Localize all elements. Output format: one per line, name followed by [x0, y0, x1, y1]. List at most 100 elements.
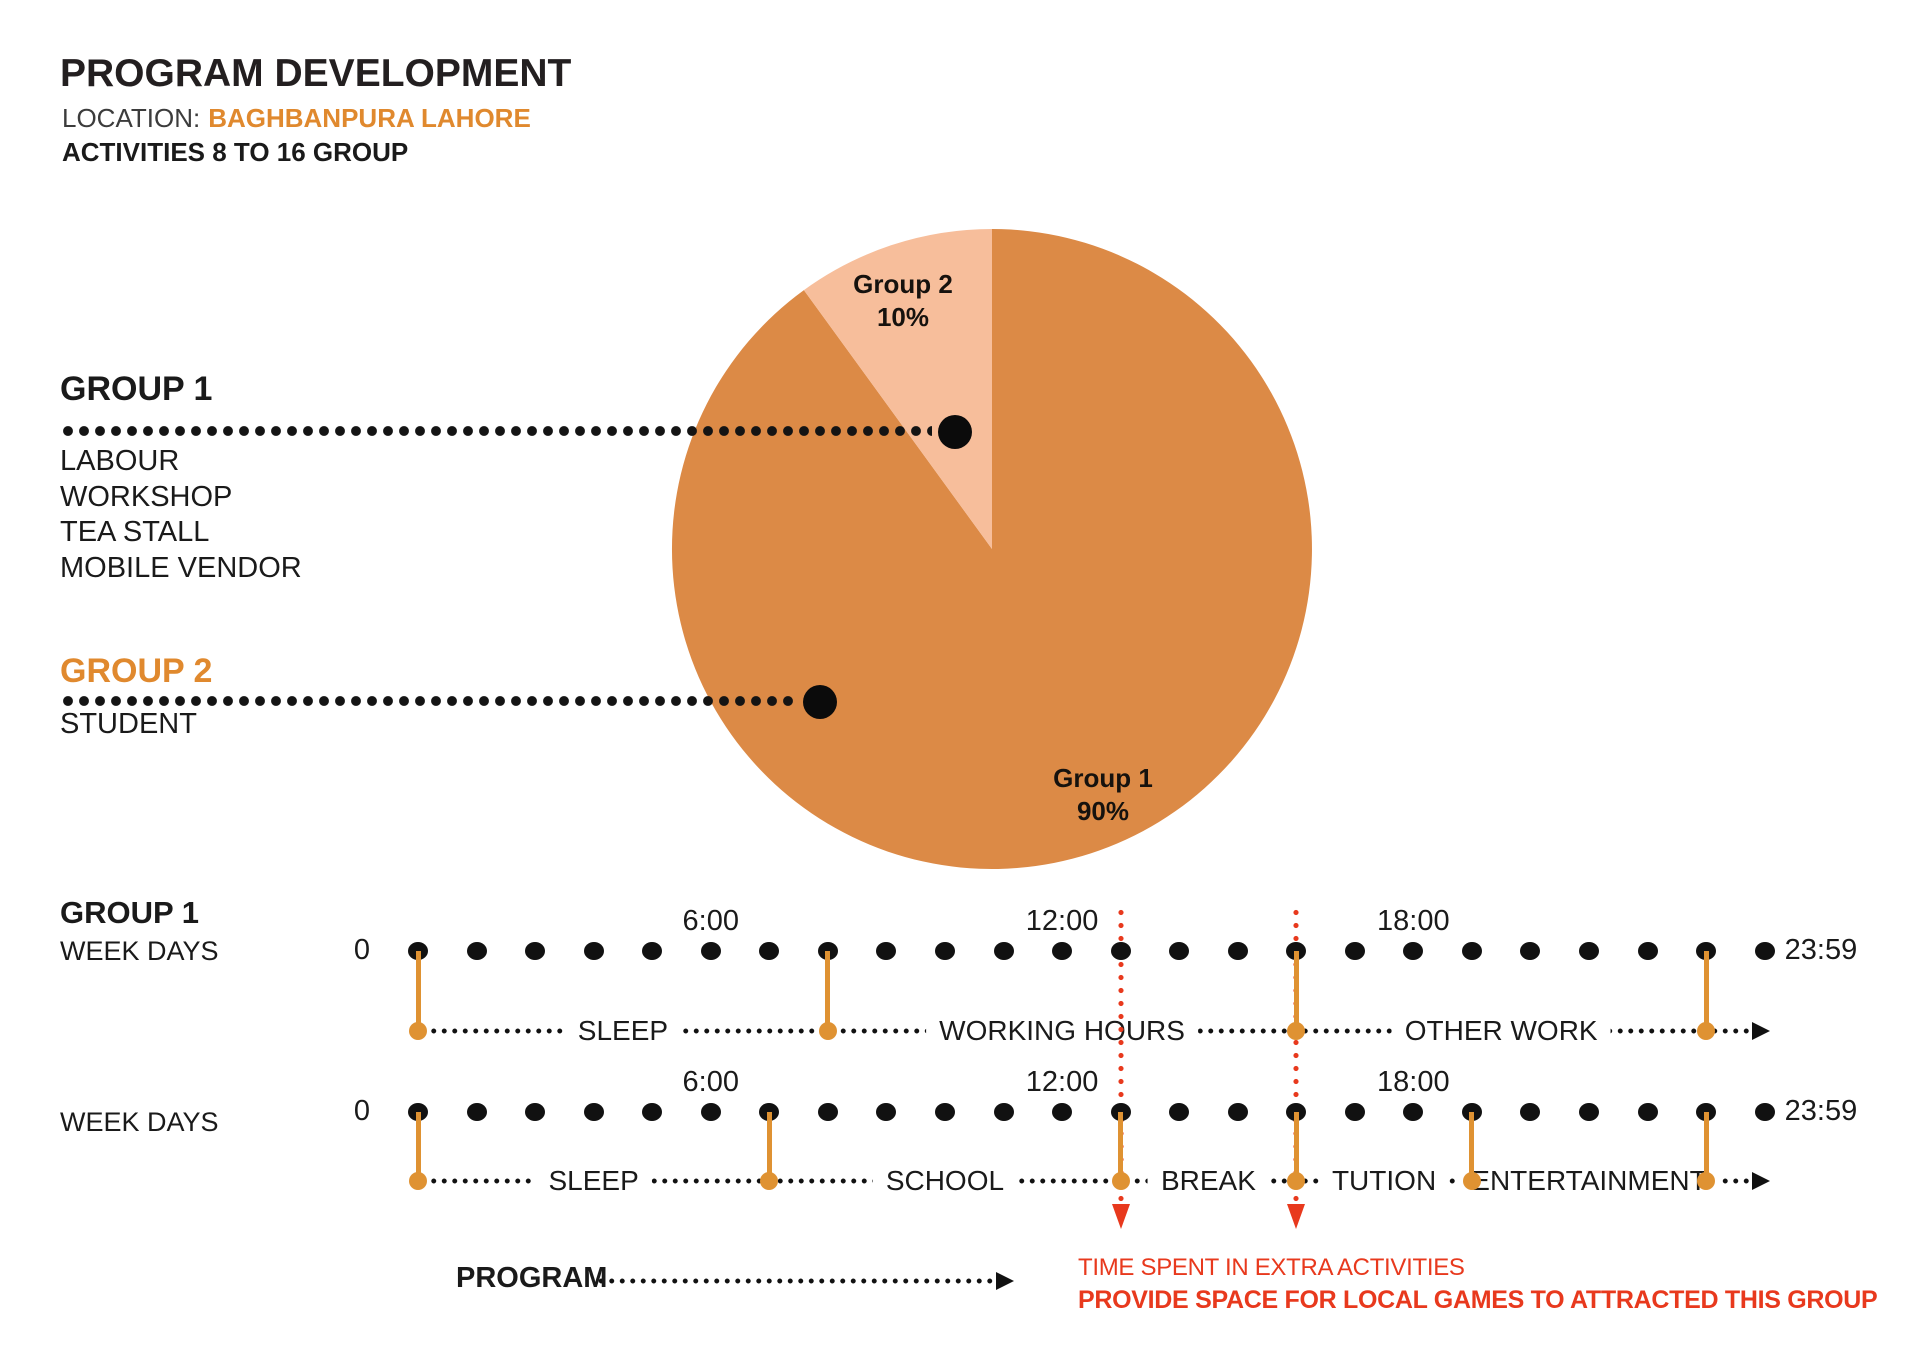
- segment-label-entertainment: ENTERTAINMENT: [1458, 1163, 1720, 1199]
- segment-label-tution: TUTION: [1318, 1163, 1450, 1199]
- program-note-line2: PROVIDE SPACE FOR LOCAL GAMES TO ATTRACT…: [1078, 1286, 1878, 1314]
- activity-leader-dotted-line: [418, 1178, 1752, 1184]
- segment-label-break: BREAK: [1147, 1163, 1269, 1199]
- timeline-hour-dot: [876, 1103, 897, 1121]
- segment-label-working-hours: WORKING HOURS: [926, 1013, 1198, 1049]
- pie-label-group2: Group 2 10%: [853, 268, 953, 334]
- segment-label-sleep: SLEEP: [535, 1163, 652, 1199]
- timeline-hour-dot: [525, 942, 546, 960]
- time-label-600: 6:00: [682, 905, 739, 937]
- time-label-1200: 12:00: [1025, 905, 1099, 937]
- timeline-hour-dot: [1579, 1103, 1599, 1121]
- axis-start-label: 0: [353, 1095, 371, 1127]
- segment-divider: [1293, 951, 1299, 1031]
- activities-subtitle: ACTIVITIES 8 TO 16 GROUP: [62, 137, 409, 167]
- timeline-hour-dot: [700, 942, 721, 960]
- timeline-hour-dot: [1520, 1103, 1541, 1121]
- timeline-hour-dot: [1579, 942, 1599, 960]
- timeline-hour-dot: [1637, 942, 1658, 960]
- segment-divider: [1293, 1112, 1299, 1181]
- timeline-hour-dot: [934, 1103, 955, 1121]
- segment-divider: [415, 951, 421, 1031]
- segment-divider-dot: [409, 1022, 427, 1040]
- group2-items: STUDENT: [60, 707, 197, 743]
- extra-activity-marker-arrowhead-icon: [1111, 1204, 1130, 1229]
- program-leader-dotted-line: [596, 1278, 996, 1284]
- segment-divider-dot: [1111, 1172, 1130, 1190]
- segment-divider-dot: [1287, 1172, 1306, 1190]
- segment-label-other-work: OTHER WORK: [1391, 1013, 1611, 1049]
- timeline-hour-dot: [1520, 942, 1541, 960]
- timeline-hour-dot: [466, 942, 487, 960]
- segment-divider-dot: [1697, 1022, 1716, 1040]
- segment-label-sleep: SLEEP: [564, 1013, 682, 1049]
- segment-divider-dot: [1287, 1022, 1306, 1040]
- extra-activity-marker-line: [1117, 906, 1124, 1204]
- group1-pointer-dot: [938, 415, 972, 449]
- segment-label-school: SCHOOL: [872, 1163, 1018, 1199]
- program-note-line1: TIME SPENT IN EXTRA ACTIVITIES: [1078, 1254, 1465, 1281]
- group1-item: WORKSHOP: [60, 480, 233, 513]
- time-label-600: 6:00: [682, 1066, 739, 1098]
- segment-divider: [1118, 1112, 1124, 1181]
- axis-end-label: 23:59: [1784, 1095, 1858, 1127]
- group2-leader-dotted-line: [60, 696, 795, 706]
- segment-divider-dot: [818, 1022, 837, 1040]
- timeline1-heading-days: WEEK DAYS: [60, 936, 219, 967]
- timeline-hour-dot: [642, 1103, 663, 1121]
- timeline-hour-dot: [583, 942, 604, 960]
- timeline-hour-dot: [1110, 942, 1131, 960]
- time-label-1800: 18:00: [1377, 1066, 1450, 1098]
- page-title: PROGRAM DEVELOPMENT: [60, 52, 572, 95]
- axis-end-label: 23:59: [1784, 934, 1858, 966]
- time-label-1800: 18:00: [1377, 905, 1450, 937]
- segment-divider: [766, 1112, 772, 1181]
- segment-divider: [1469, 1112, 1475, 1181]
- group1-leader-dotted-line: [60, 426, 932, 436]
- program-label: PROGRAM: [456, 1262, 608, 1294]
- program-arrowhead-icon: [996, 1272, 1014, 1290]
- timeline-hour-dot: [1169, 1103, 1190, 1121]
- location-line: LOCATION: BAGHBANPURA LAHORE: [62, 103, 531, 134]
- timeline-hour-dot: [642, 942, 663, 960]
- timeline-hour-dot: [525, 1103, 546, 1121]
- group2-pointer-dot: [803, 685, 837, 719]
- timeline-hour-dot: [759, 942, 780, 960]
- timeline-hour-dot: [700, 1103, 721, 1121]
- timeline-hour-dot: [934, 942, 955, 960]
- segment-divider: [415, 1112, 421, 1181]
- segment-divider-dot: [1697, 1172, 1716, 1190]
- timeline1-heading: GROUP 1 WEEK DAYS: [60, 895, 219, 967]
- timeline-hour-dot: [1461, 942, 1482, 960]
- timeline-hour-dot: [466, 1103, 487, 1121]
- pie-label-group1-pct: 90%: [1076, 796, 1130, 826]
- timeline-hour-dot: [1754, 1103, 1775, 1121]
- timeline-hour-dot: [817, 1103, 838, 1121]
- segment-divider-dot: [760, 1172, 779, 1190]
- group1-items: LABOUR WORKSHOP TEA STALL MOBILE VENDOR: [60, 444, 302, 586]
- group2-item: STUDENT: [60, 708, 197, 740]
- pie-label-group1-name: Group 1: [1053, 763, 1153, 793]
- segment-divider-dot: [409, 1172, 427, 1190]
- time-label-1200: 12:00: [1025, 1066, 1099, 1098]
- timeline-hour-dot: [1344, 942, 1365, 960]
- pie-label-group1: Group 1 90%: [1053, 762, 1153, 828]
- timeline-hour-dot: [876, 942, 897, 960]
- segment-divider: [1703, 951, 1709, 1031]
- timeline-hour-dot: [583, 1103, 604, 1121]
- activity-arrowhead-icon: [1752, 1172, 1770, 1190]
- extra-activity-marker-line: [1293, 906, 1300, 1204]
- extra-activity-marker-arrowhead-icon: [1287, 1204, 1306, 1229]
- segment-divider: [825, 951, 831, 1031]
- timeline-hour-dot: [993, 942, 1014, 960]
- timeline-hour-dot: [1052, 1103, 1073, 1121]
- location-label: LOCATION:: [62, 103, 201, 133]
- timeline-hour-dot: [1227, 1103, 1248, 1121]
- timeline1-heading-group: GROUP 1: [60, 895, 199, 930]
- timeline2-heading-days: WEEK DAYS: [60, 1107, 219, 1137]
- group1-item: MOBILE VENDOR: [60, 551, 302, 584]
- pie-label-group2-name: Group 2: [853, 269, 953, 299]
